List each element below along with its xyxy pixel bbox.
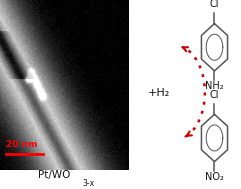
Text: NO₂: NO₂ [205,172,224,182]
Text: Cl: Cl [210,90,219,100]
Text: +H₂: +H₂ [147,88,170,98]
Text: 3-x: 3-x [82,179,95,188]
Text: Pt/WO: Pt/WO [38,170,70,180]
Text: NH₂: NH₂ [205,81,224,91]
Text: 20 nm: 20 nm [6,140,38,149]
Text: Cl: Cl [210,0,219,9]
